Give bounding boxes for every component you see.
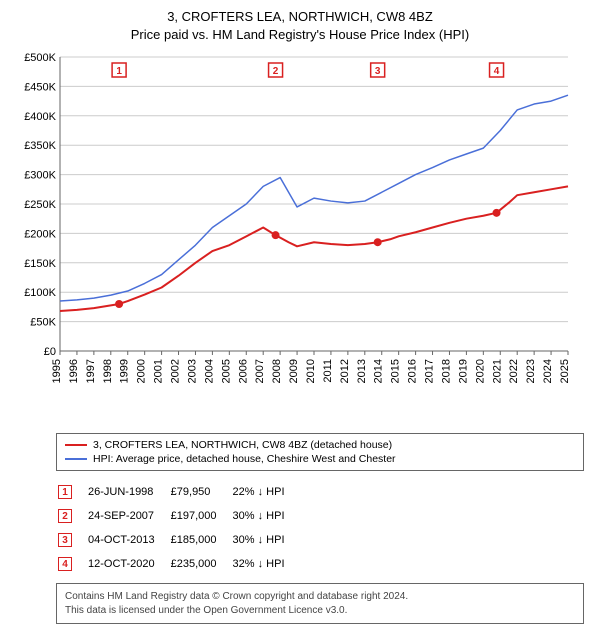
legend-swatch-property bbox=[65, 444, 87, 446]
sale-marker-icon: 2 bbox=[58, 509, 72, 523]
svg-text:£500K: £500K bbox=[24, 52, 56, 64]
footer-line-2: This data is licensed under the Open Gov… bbox=[65, 604, 575, 618]
svg-text:4: 4 bbox=[494, 66, 500, 77]
footer-line-1: Contains HM Land Registry data © Crown c… bbox=[65, 590, 575, 604]
svg-text:£100K: £100K bbox=[24, 287, 56, 299]
sale-price: £235,000 bbox=[171, 553, 231, 575]
sale-date: 04-OCT-2013 bbox=[88, 529, 169, 551]
svg-text:2: 2 bbox=[273, 66, 279, 77]
attribution-footer: Contains HM Land Registry data © Crown c… bbox=[56, 583, 584, 624]
svg-text:£200K: £200K bbox=[24, 228, 56, 240]
svg-text:£350K: £350K bbox=[24, 140, 56, 152]
svg-text:2002: 2002 bbox=[170, 359, 182, 383]
table-row: 2 24-SEP-2007£197,00030% ↓ HPI bbox=[58, 505, 299, 527]
title-block: 3, CROFTERS LEA, NORTHWICH, CW8 4BZ Pric… bbox=[12, 8, 588, 43]
legend-label-property: 3, CROFTERS LEA, NORTHWICH, CW8 4BZ (det… bbox=[93, 439, 392, 451]
legend-item-property: 3, CROFTERS LEA, NORTHWICH, CW8 4BZ (det… bbox=[65, 438, 575, 452]
title-line-1: 3, CROFTERS LEA, NORTHWICH, CW8 4BZ bbox=[12, 8, 588, 26]
title-line-2: Price paid vs. HM Land Registry's House … bbox=[12, 26, 588, 44]
svg-text:2020: 2020 bbox=[474, 359, 486, 383]
svg-text:2018: 2018 bbox=[440, 359, 452, 383]
svg-text:2015: 2015 bbox=[390, 359, 402, 383]
svg-text:£0: £0 bbox=[44, 346, 56, 358]
svg-text:2013: 2013 bbox=[356, 359, 368, 383]
svg-text:2004: 2004 bbox=[203, 359, 215, 383]
sale-price: £197,000 bbox=[171, 505, 231, 527]
svg-text:2001: 2001 bbox=[153, 359, 165, 383]
sale-pct: 32% ↓ HPI bbox=[233, 553, 299, 575]
svg-text:£50K: £50K bbox=[30, 317, 56, 329]
sale-pct: 30% ↓ HPI bbox=[233, 529, 299, 551]
sale-marker-icon: 3 bbox=[58, 533, 72, 547]
svg-text:1: 1 bbox=[116, 66, 122, 77]
legend-label-hpi: HPI: Average price, detached house, Ches… bbox=[93, 453, 396, 465]
svg-text:2025: 2025 bbox=[559, 359, 571, 383]
svg-text:£450K: £450K bbox=[24, 81, 56, 93]
svg-text:2000: 2000 bbox=[136, 359, 148, 383]
sale-marker-icon: 1 bbox=[58, 485, 72, 499]
sale-marker-icon: 4 bbox=[58, 557, 72, 571]
svg-text:2003: 2003 bbox=[186, 359, 198, 383]
svg-text:2006: 2006 bbox=[237, 359, 249, 383]
svg-text:2010: 2010 bbox=[305, 359, 317, 383]
svg-text:2023: 2023 bbox=[525, 359, 537, 383]
svg-text:1996: 1996 bbox=[68, 359, 80, 383]
legend: 3, CROFTERS LEA, NORTHWICH, CW8 4BZ (det… bbox=[56, 433, 584, 471]
table-row: 4 12-OCT-2020£235,00032% ↓ HPI bbox=[58, 553, 299, 575]
svg-text:£150K: £150K bbox=[24, 258, 56, 270]
sale-price: £79,950 bbox=[171, 481, 231, 503]
legend-swatch-hpi bbox=[65, 458, 87, 460]
svg-text:2014: 2014 bbox=[373, 359, 385, 383]
sale-pct: 30% ↓ HPI bbox=[233, 505, 299, 527]
svg-text:3: 3 bbox=[375, 66, 381, 77]
legend-item-hpi: HPI: Average price, detached house, Ches… bbox=[65, 452, 575, 466]
svg-text:2024: 2024 bbox=[542, 359, 554, 383]
svg-text:2012: 2012 bbox=[339, 359, 351, 383]
svg-text:1999: 1999 bbox=[119, 359, 131, 383]
svg-text:2022: 2022 bbox=[508, 359, 520, 383]
sales-table: 1 26-JUN-1998£79,95022% ↓ HPI 2 24-SEP-2007… bbox=[56, 479, 301, 577]
svg-text:2021: 2021 bbox=[491, 359, 503, 383]
table-row: 3 04-OCT-2013£185,00030% ↓ HPI bbox=[58, 529, 299, 551]
svg-text:1995: 1995 bbox=[51, 359, 63, 383]
svg-text:2011: 2011 bbox=[322, 359, 334, 383]
sale-date: 26-JUN-1998 bbox=[88, 481, 169, 503]
svg-text:2009: 2009 bbox=[288, 359, 300, 383]
svg-text:2008: 2008 bbox=[271, 359, 283, 383]
svg-text:2005: 2005 bbox=[220, 359, 232, 383]
chart-container: 3, CROFTERS LEA, NORTHWICH, CW8 4BZ Pric… bbox=[0, 0, 600, 620]
svg-text:1998: 1998 bbox=[102, 359, 114, 383]
sale-pct: 22% ↓ HPI bbox=[233, 481, 299, 503]
svg-text:2017: 2017 bbox=[424, 359, 436, 383]
svg-text:2016: 2016 bbox=[407, 359, 419, 383]
svg-text:2019: 2019 bbox=[457, 359, 469, 383]
svg-text:£300K: £300K bbox=[24, 170, 56, 182]
sale-date: 12-OCT-2020 bbox=[88, 553, 169, 575]
svg-text:1997: 1997 bbox=[85, 359, 97, 383]
svg-text:£250K: £250K bbox=[24, 199, 56, 211]
svg-text:2007: 2007 bbox=[254, 359, 266, 383]
chart-svg: £0 £50K £100K £150K £200K £250K £300K £350K £400… bbox=[16, 51, 576, 421]
sale-price: £185,000 bbox=[171, 529, 231, 551]
chart-plot: £0 £50K £100K £150K £200K £250K £300K £350K £400… bbox=[16, 51, 576, 381]
table-row: 1 26-JUN-1998£79,95022% ↓ HPI bbox=[58, 481, 299, 503]
sale-date: 24-SEP-2007 bbox=[88, 505, 169, 527]
svg-text:£400K: £400K bbox=[24, 111, 56, 123]
